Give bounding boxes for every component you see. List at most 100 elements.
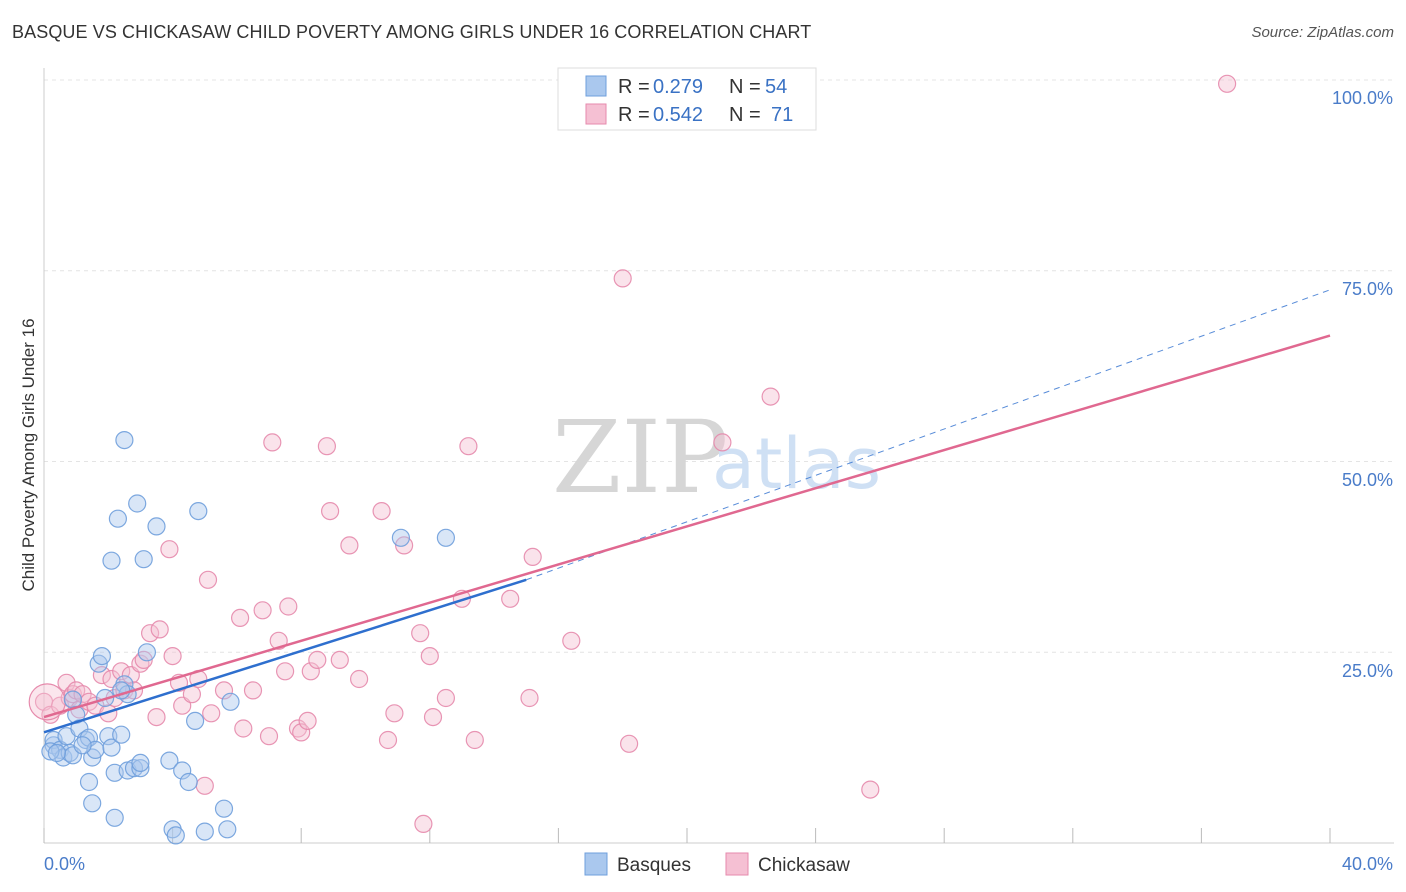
basques-point-46 (221, 692, 240, 711)
legend-n-label-basques: N = (729, 76, 761, 98)
chickasaw-trend-line (43, 334, 1331, 719)
chickasaw-point-11 (92, 665, 112, 685)
bottom-legend-swatch-chickasaw (725, 852, 749, 876)
chickasaw-point-63 (459, 437, 478, 456)
basques-point-24 (108, 509, 128, 528)
y-tick-label-25: 25.0% (1342, 661, 1393, 681)
basques-point-20 (102, 551, 121, 570)
basques-point-25 (112, 725, 131, 744)
chickasaw-point-50 (330, 650, 349, 670)
basques-point-34 (137, 643, 156, 662)
chickasaw-point-30 (195, 776, 214, 795)
chickasaw-points (28, 74, 1237, 834)
trend-lines (43, 289, 1331, 734)
chickasaw-point-68 (562, 631, 581, 650)
chickasaw-point-39 (263, 433, 282, 452)
chickasaw-point-66 (520, 688, 539, 708)
watermark-atlas: atlas (712, 423, 881, 505)
basques-point-10 (76, 730, 95, 750)
chickasaw-point-73 (861, 780, 880, 799)
chickasaw-point-33 (214, 681, 234, 700)
legend-n-value-chickasaw: 71 (771, 104, 793, 126)
chickasaw-point-32 (202, 704, 221, 723)
basques-point-53 (131, 753, 150, 773)
basques-point-50 (47, 743, 67, 763)
y-tick-label-50: 50.0% (1342, 470, 1393, 490)
basques-point-36 (160, 751, 179, 770)
x-ticks (43, 828, 1331, 843)
chickasaw-point-58 (414, 814, 433, 834)
chickasaw-point-31 (198, 570, 218, 589)
legend-box: R = 0.279 N = 54 R = 0.542 N = 71 (557, 67, 817, 131)
chickasaw-point-49 (321, 502, 340, 521)
chickasaw-point-52 (350, 669, 369, 689)
watermark-zip: ZIP (552, 399, 728, 516)
basques-point-33 (134, 550, 153, 569)
chickasaw-point-54 (378, 730, 398, 750)
legend-n-value-basques: 54 (765, 76, 787, 98)
chickasaw-point-24 (160, 540, 179, 559)
basques-point-43 (195, 822, 214, 841)
basques-point-48 (436, 528, 455, 547)
chickasaw-point-53 (372, 502, 391, 521)
basques-point-51 (73, 736, 92, 755)
source-credit: Source: ZipAtlas.com (1251, 24, 1394, 41)
basques-point-31 (128, 494, 147, 513)
chickasaw-point-64 (465, 730, 484, 750)
legend-swatch-chickasaw (585, 103, 607, 125)
axes (43, 68, 1394, 844)
chickasaw-point-37 (253, 601, 272, 620)
chickasaw-point-large (28, 683, 66, 721)
legend-r-label-chickasaw: R = (618, 104, 650, 126)
chickasaw-point-42 (279, 597, 298, 616)
x-tick-label-min: 0.0% (44, 854, 85, 874)
bottom-legend-label-chickasaw: Chickasaw (758, 855, 850, 876)
chickasaw-point-44 (292, 723, 311, 742)
chickasaw-point-35 (234, 719, 253, 738)
basques-point-14 (83, 794, 102, 813)
legend-r-label-basques: R = (618, 76, 650, 98)
chickasaw-point-48 (317, 437, 336, 456)
legend-n-label-chickasaw: N = (729, 104, 761, 126)
basques-point-35 (147, 517, 166, 536)
basques-points (41, 431, 455, 845)
chickasaw-point-69 (613, 269, 632, 288)
chickasaw-point-70 (619, 734, 639, 753)
chickasaw-point-3 (57, 673, 76, 692)
y-axis-label: Child Poverty Among Girls Under 16 (19, 318, 38, 591)
bottom-legend-swatch-basques (584, 852, 608, 876)
y-tick-labels: 100.0% 75.0% 50.0% 25.0% (1332, 88, 1393, 681)
basques-point-42 (189, 502, 208, 521)
chickasaw-point-51 (340, 536, 359, 555)
chickasaw-point-38 (259, 727, 279, 746)
basques-trend-line (43, 578, 527, 734)
chickasaw-point-47 (308, 650, 327, 670)
y-tick-label-100: 100.0% (1332, 88, 1393, 108)
basques-point-45 (218, 820, 237, 839)
legend-r-value-basques: 0.279 (653, 76, 703, 98)
basques-point-47 (391, 528, 410, 547)
basques-point-21 (102, 738, 121, 757)
watermark: ZIP atlas (552, 399, 881, 516)
basques-point-38 (166, 826, 185, 845)
basques-point-40 (179, 772, 198, 792)
chickasaw-point-21 (141, 624, 160, 643)
basques-point-27 (115, 431, 134, 450)
chickasaw-point-55 (385, 704, 404, 723)
chickasaw-point-57 (411, 624, 430, 643)
basques-point-49 (41, 742, 60, 761)
chickasaw-point-67 (523, 547, 542, 567)
chart-title: BASQUE VS CHICKASAW CHILD POVERTY AMONG … (12, 22, 812, 42)
x-tick-label-max: 40.0% (1342, 854, 1393, 874)
chickasaw-point-23 (150, 620, 169, 639)
chickasaw-point-61 (436, 688, 455, 708)
chickasaw-point-46 (301, 662, 320, 681)
chickasaw-point-74 (1217, 74, 1237, 93)
chickasaw-point-60 (423, 707, 443, 727)
chickasaw-point-65 (501, 589, 520, 608)
basques-point-32 (131, 759, 150, 778)
chickasaw-point-25 (163, 646, 182, 666)
chickasaw-point-41 (276, 662, 295, 681)
legend-r-value-chickasaw: 0.542 (653, 104, 703, 126)
